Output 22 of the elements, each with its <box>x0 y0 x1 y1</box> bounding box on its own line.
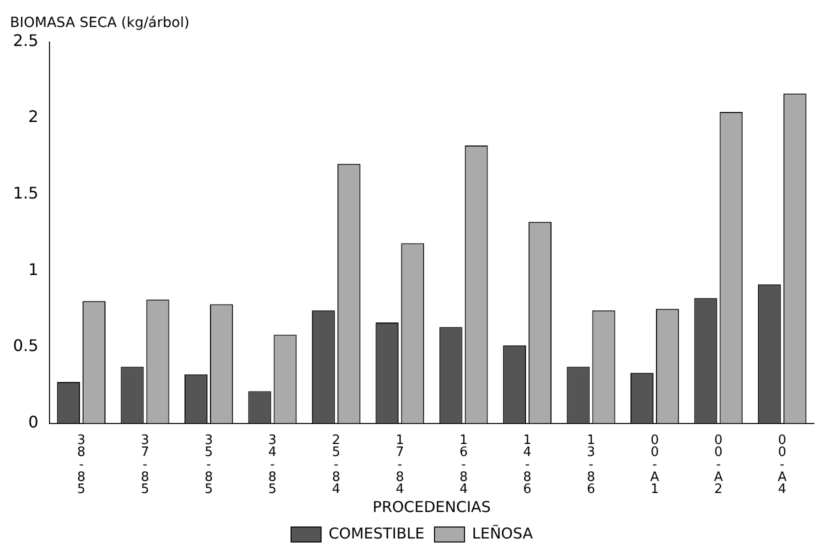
chart-title: BIOMASA SECA (kg/árbol) <box>10 15 190 32</box>
y-tick-label: 0.5 <box>12 336 38 356</box>
y-tick-label: 1.5 <box>12 184 38 203</box>
x-axis-title: PROCEDENCIAS <box>372 498 491 516</box>
y-tick-label: 0 <box>28 412 38 432</box>
x-tick-label: 13-86 <box>586 432 596 498</box>
y-tick-label: 1 <box>28 260 38 279</box>
x-tick-label: 35-85 <box>204 432 213 498</box>
x-tick-label: 25-84 <box>332 432 340 498</box>
legend-label: COMESTIBLE <box>328 524 425 542</box>
x-tick-label: 14-86 <box>523 432 532 498</box>
x-tick-label: 00-A1 <box>650 432 660 498</box>
y-tick-label: 2.5 <box>12 30 38 50</box>
x-tick-label: 00-A4 <box>778 432 787 498</box>
x-tick-label: 34-85 <box>268 432 277 498</box>
legend-label: LEÑOSA <box>472 524 534 542</box>
x-tick-label: 00-A2 <box>714 432 723 498</box>
y-tick-label: 2 <box>28 107 38 126</box>
x-tick-label: 37-85 <box>140 432 150 498</box>
x-tick-label: 17-84 <box>396 432 404 498</box>
x-tick-label: 16-84 <box>459 432 468 498</box>
x-tick-label: 38-85 <box>77 432 86 498</box>
